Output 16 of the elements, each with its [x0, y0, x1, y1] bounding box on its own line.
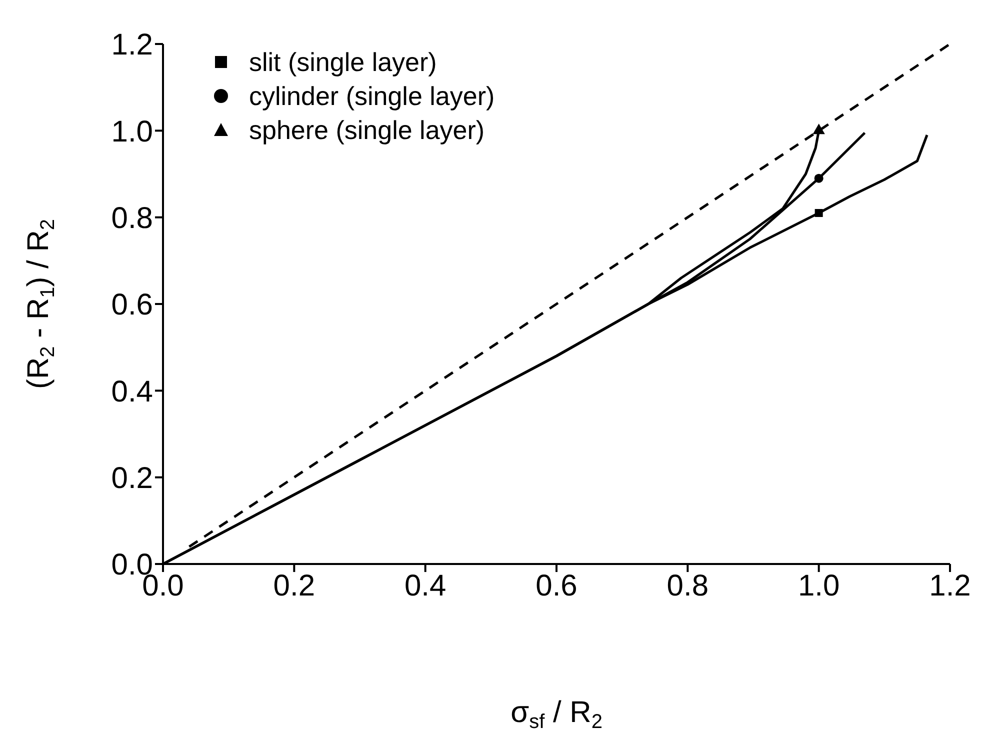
x-tick-label: 0.6	[536, 569, 578, 602]
x-tick-label: 1.0	[798, 569, 840, 602]
y-tick-label: 0.6	[111, 288, 153, 322]
y-tick-label: 1.2	[111, 28, 153, 62]
y-tick-label: 1.0	[111, 115, 153, 148]
legend-label: slit (single layer)	[249, 47, 437, 77]
x-tick-label: 0.2	[273, 569, 316, 602]
x-tick-label: 0.4	[404, 569, 446, 602]
legend-label: sphere (single layer)	[249, 115, 485, 145]
y-tick-label: 0.2	[111, 462, 153, 495]
x-tick-label: 0.8	[666, 569, 709, 602]
y-tick-label: 0.8	[111, 202, 153, 235]
x-axis-title: σ$_{sf}$ / R$_{2}$	[510, 696, 602, 733]
legend-label: cylinder (single layer)	[249, 81, 495, 111]
y-tick-label: 0.4	[111, 375, 153, 408]
x-tick-label: 1.2	[929, 569, 971, 602]
